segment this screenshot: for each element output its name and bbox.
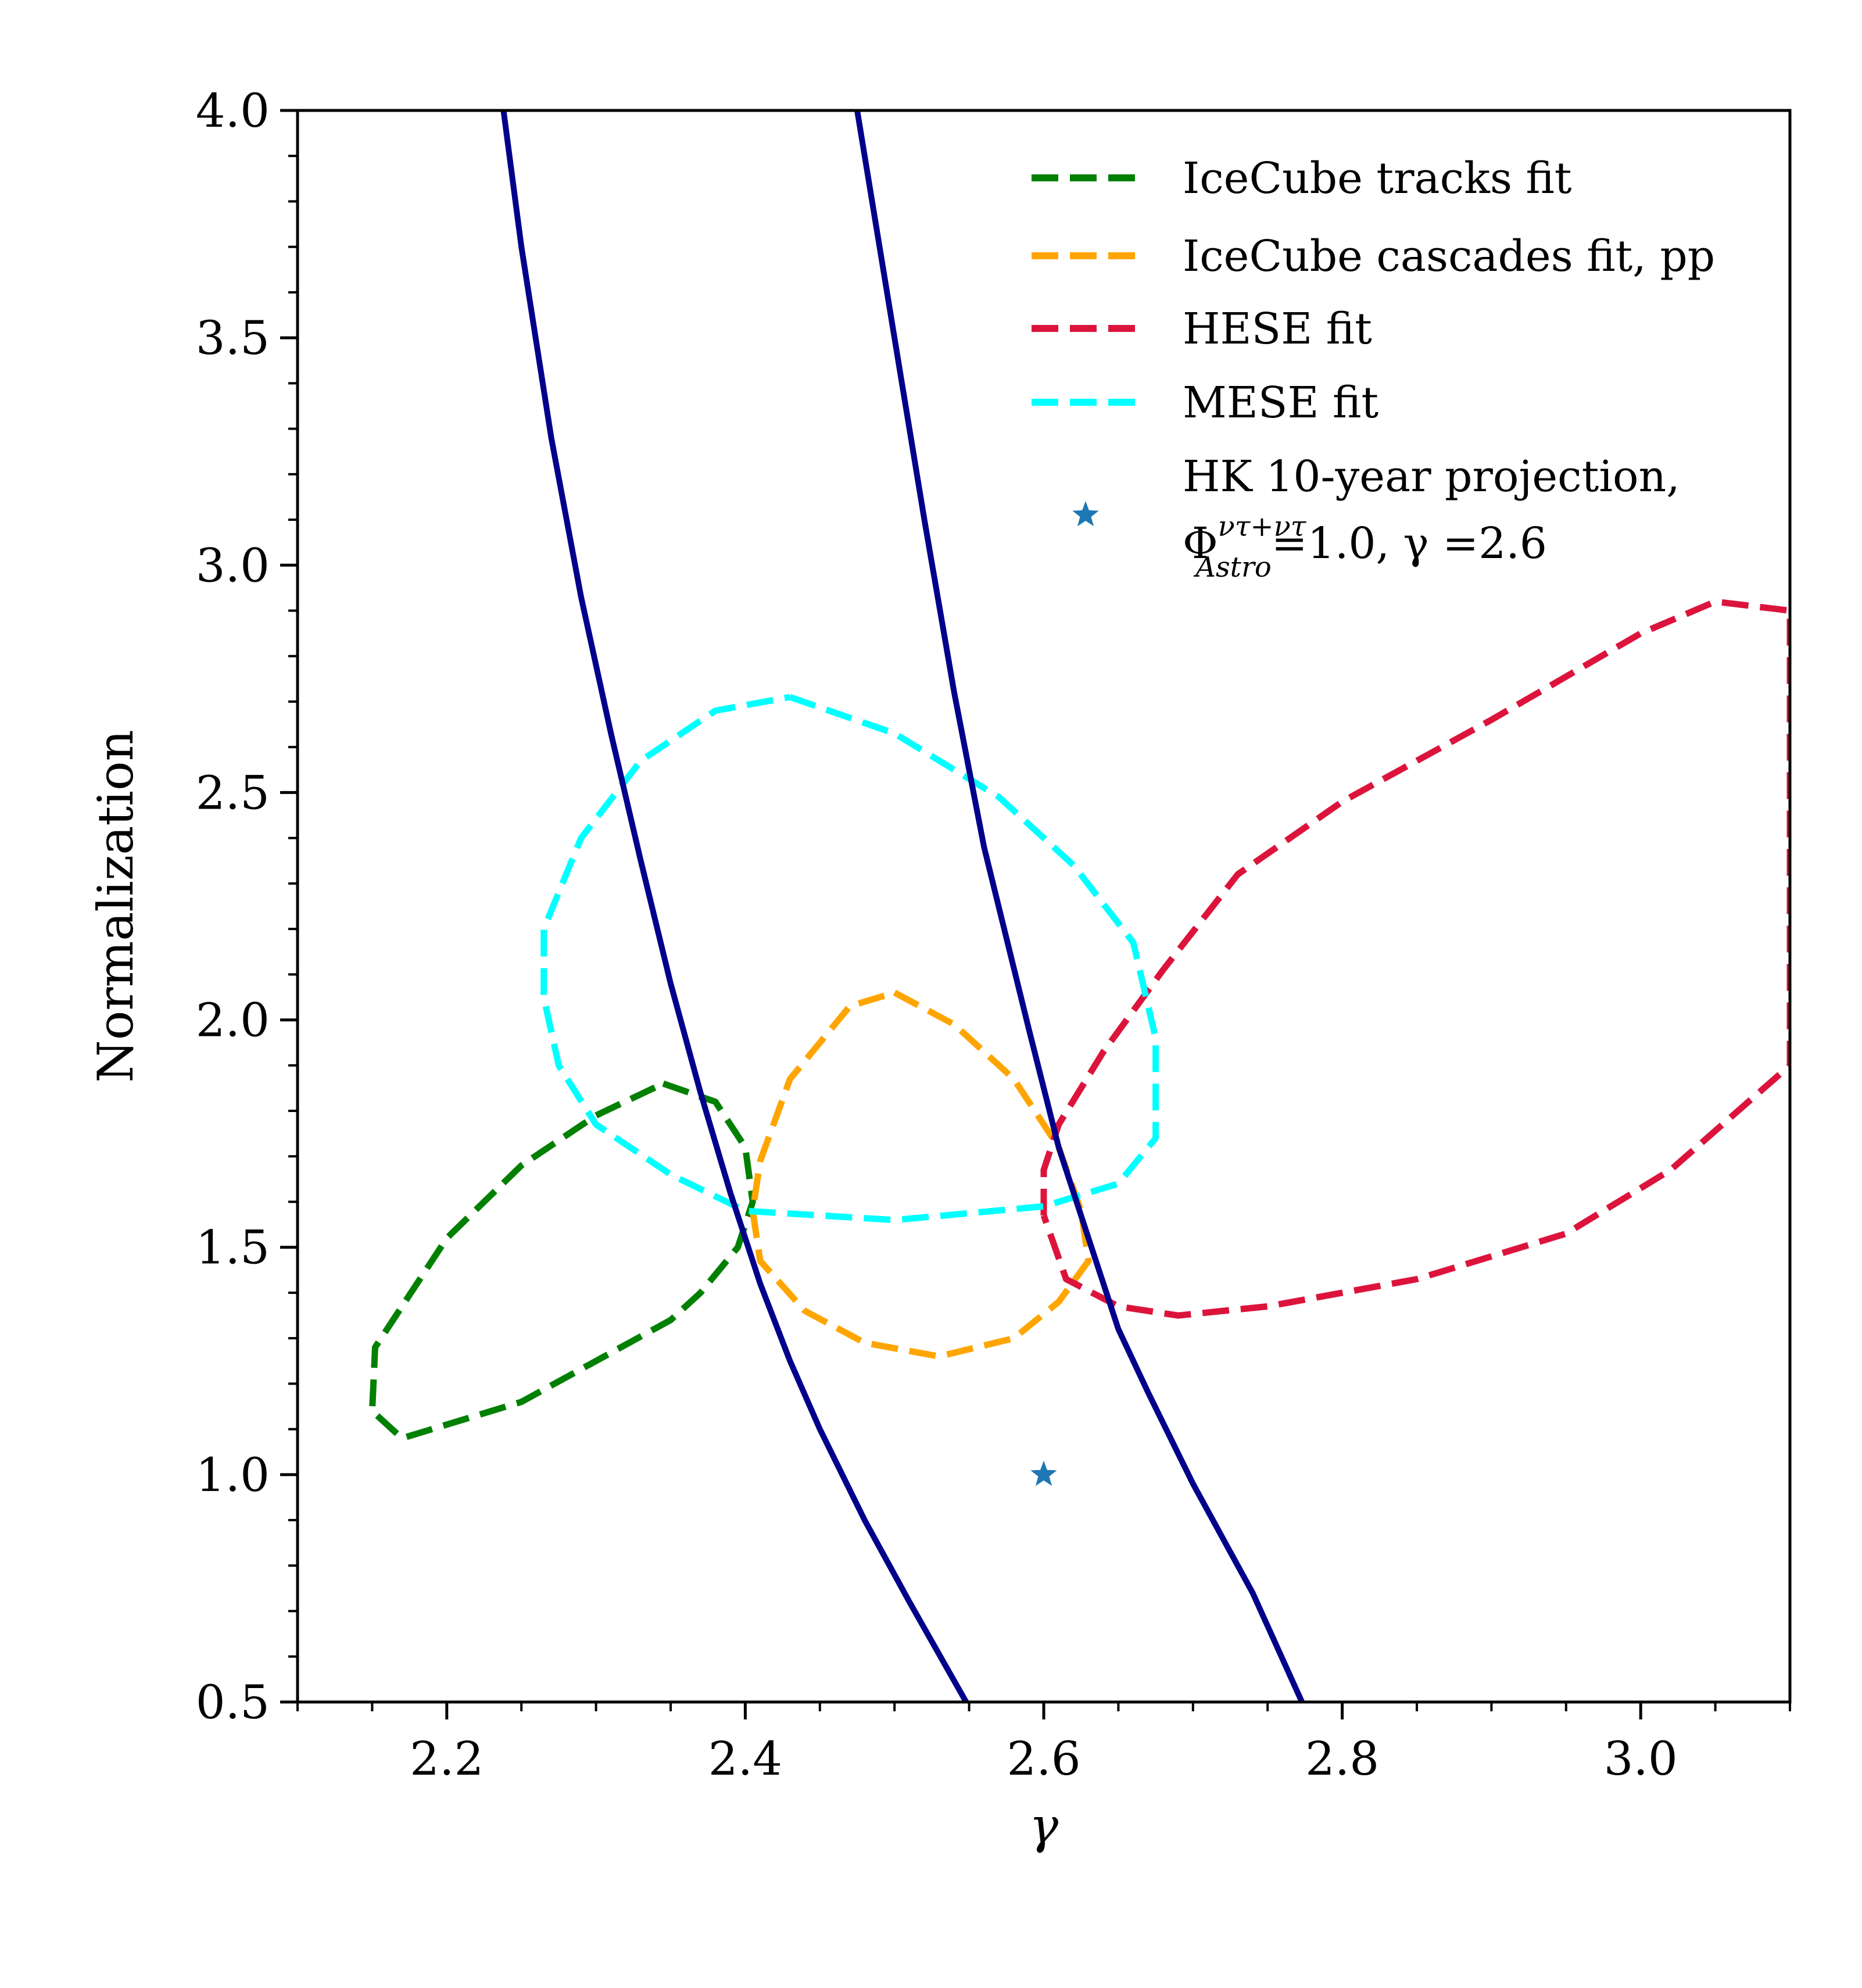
contour-tracks-line [368, 1080, 756, 1442]
x-tick-label: 3.0 [1604, 1732, 1678, 1786]
y-tick-label: 1.0 [196, 1448, 270, 1502]
y-tick-label: 3.5 [196, 311, 270, 365]
x-tick-label: 2.2 [410, 1732, 484, 1786]
y-tick-label: 2.5 [196, 766, 270, 820]
hk-sup: ντ+ντ [1218, 510, 1307, 543]
x-tick-label: 2.8 [1305, 1732, 1379, 1786]
contour-mese-line [540, 693, 1159, 1224]
y-tick-label: 1.5 [196, 1221, 270, 1275]
legend-label-cascades: IceCube cascades fit, pp [1183, 231, 1715, 281]
hk-phi: Φ [1183, 519, 1218, 568]
hk-projection-point [1030, 1460, 1057, 1486]
legend-label-hk-line1: HK 10-year projection, [1183, 452, 1680, 502]
boundary-left-line [500, 110, 969, 1702]
y-axis-label: Normalization [87, 730, 144, 1082]
ticks-layer: 2.2 2.4 2.6 2.8 3.0 0.5 1.0 1.5 2.0 2.5 3.0 3.5 4.0 [196, 84, 1791, 1786]
hk-sub: Astro [1193, 551, 1271, 584]
x-tick-label: 2.4 [708, 1732, 782, 1786]
legend: IceCube tracks fit IceCube cascades fit,… [1032, 153, 1715, 584]
y-tick-label: 3.0 [196, 538, 270, 592]
x-axis-label: γ [1029, 1797, 1059, 1854]
legend-label-mese: MESE fit [1183, 378, 1378, 428]
y-tick-label: 0.5 [196, 1675, 270, 1729]
y-tick-label: 2.0 [196, 993, 270, 1047]
series-layer [368, 110, 1790, 1702]
legend-star-marker [1072, 501, 1099, 527]
y-tick-label: 4.0 [196, 84, 270, 138]
legend-label-hese: HESE fit [1183, 304, 1372, 354]
x-tick-label: 2.6 [1007, 1732, 1080, 1786]
contour-cascades-line [749, 989, 1092, 1360]
hk-suffix: =1.0, γ =2.6 [1272, 519, 1547, 568]
boundary-right-line [854, 110, 1305, 1702]
legend-label-hk-line2: Φντ+ντ Astro=1.0, γ =2.6 [1183, 510, 1547, 584]
contour-hese-line [1040, 598, 1790, 1319]
legend-label-tracks: IceCube tracks fit [1183, 153, 1572, 203]
